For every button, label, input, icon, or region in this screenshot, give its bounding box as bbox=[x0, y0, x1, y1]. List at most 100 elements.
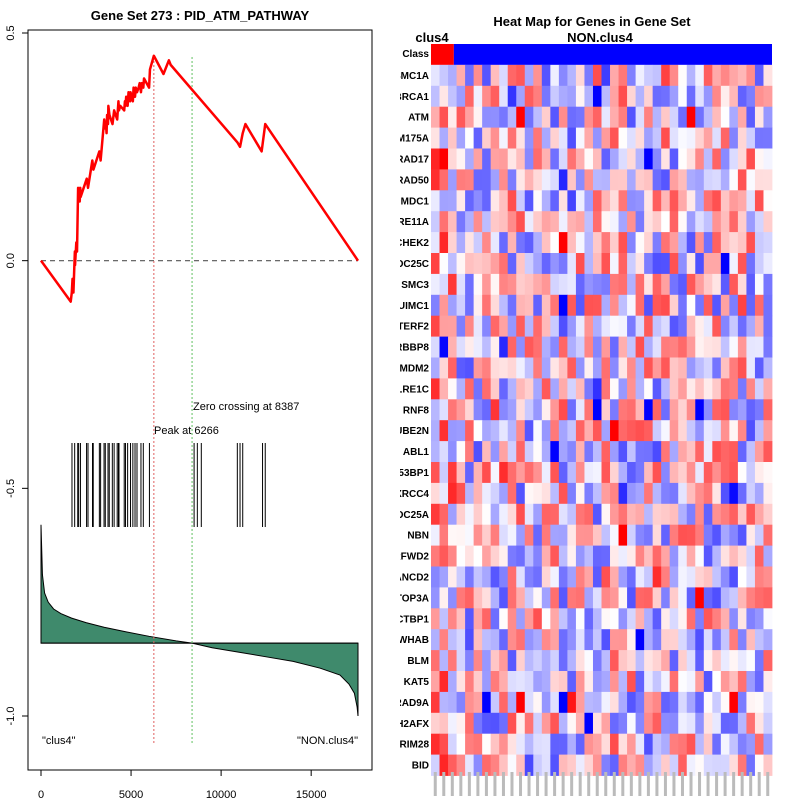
heatmap-cell bbox=[448, 733, 457, 755]
heatmap-cell bbox=[575, 148, 585, 170]
heatmap-cell bbox=[703, 441, 713, 463]
heatmap-cell bbox=[678, 336, 688, 358]
heatmap-cell bbox=[746, 566, 756, 588]
heatmap-cell bbox=[584, 671, 594, 693]
heatmap-cell bbox=[627, 294, 636, 317]
heatmap-cell bbox=[635, 336, 645, 358]
sample-tick bbox=[672, 772, 676, 796]
heatmap-cell bbox=[627, 169, 636, 191]
heatmap-cell bbox=[516, 608, 526, 630]
heatmap-cell bbox=[635, 273, 645, 296]
heatmap-cell bbox=[669, 64, 679, 87]
heatmap-cell bbox=[499, 315, 509, 337]
heatmap-cell bbox=[448, 462, 457, 484]
heatmap-cell bbox=[627, 733, 636, 755]
heatmap-cell bbox=[720, 378, 730, 400]
heatmap-cell bbox=[584, 232, 594, 254]
heatmap-cell bbox=[737, 503, 747, 526]
heatmap-cell bbox=[610, 441, 619, 463]
heatmap-cell bbox=[439, 712, 449, 735]
heatmap-cell bbox=[490, 64, 500, 87]
heatmap-cell bbox=[746, 441, 756, 463]
heatmap-cell bbox=[737, 148, 747, 170]
heatmap-cell bbox=[541, 378, 551, 400]
heatmap-cell bbox=[499, 462, 509, 484]
heatmap-cell bbox=[669, 420, 679, 442]
heatmap-cell bbox=[610, 315, 619, 337]
heatmap-cell bbox=[524, 232, 534, 254]
heatmap-cell bbox=[575, 754, 585, 776]
heatmap-cell bbox=[592, 315, 602, 337]
heatmap-cell bbox=[712, 127, 722, 149]
heatmap-cell bbox=[720, 253, 730, 275]
heatmap-cell bbox=[627, 629, 636, 651]
heatmap-cell bbox=[431, 566, 440, 588]
heatmap-cell bbox=[661, 85, 671, 108]
heatmap-cell bbox=[592, 106, 602, 128]
heatmap-cell bbox=[567, 232, 577, 254]
heatmap-cell bbox=[465, 441, 475, 463]
heatmap-cell bbox=[686, 712, 696, 735]
sample-tick bbox=[433, 772, 437, 796]
heatmap-cell bbox=[601, 253, 611, 275]
heatmap-cell bbox=[516, 545, 526, 567]
heatmap-cell bbox=[763, 545, 773, 567]
enrichment-plot: Gene Set 273 : PID_ATM_PATHWAY 0 5000 1000… bbox=[5, 8, 373, 800]
gene-label: TERF2 bbox=[400, 322, 429, 333]
heatmap-cell bbox=[644, 190, 654, 212]
heatmap-cell bbox=[516, 482, 526, 505]
heatmap-cell bbox=[541, 462, 551, 484]
heatmap-cell bbox=[584, 754, 594, 776]
heatmap-cell bbox=[686, 754, 696, 776]
heatmap-cell bbox=[533, 399, 543, 421]
heatmap-cell bbox=[456, 587, 466, 609]
heatmap-cell bbox=[729, 64, 739, 87]
heatmap-cell bbox=[669, 211, 679, 233]
heatmap-cell bbox=[524, 545, 534, 567]
heatmap-cell bbox=[712, 587, 722, 609]
heatmap-cell bbox=[439, 629, 449, 651]
heatmap-cell bbox=[482, 462, 492, 484]
heatmap-cell bbox=[669, 524, 679, 546]
heatmap-cell bbox=[558, 733, 568, 755]
heatmap-cell bbox=[712, 336, 722, 358]
heatmap-cell bbox=[575, 650, 585, 672]
heatmap-cell bbox=[550, 315, 560, 337]
heatmap-cell bbox=[533, 232, 543, 254]
heatmap-cell bbox=[644, 294, 654, 317]
phenotype-left-label: "clus4" bbox=[42, 735, 76, 747]
heatmap-cell bbox=[439, 357, 449, 379]
heatmap-cell bbox=[524, 754, 534, 776]
heatmap-cell bbox=[729, 127, 739, 149]
heatmap-cell bbox=[703, 211, 713, 233]
heatmap-cell bbox=[575, 420, 585, 442]
sample-tick bbox=[536, 772, 540, 796]
heatmap-cell bbox=[541, 608, 551, 630]
heatmap-cell bbox=[652, 462, 662, 484]
heatmap-cell bbox=[601, 85, 611, 108]
heatmap-cell bbox=[524, 691, 534, 714]
heatmap-cell bbox=[507, 64, 517, 87]
heatmap-cell bbox=[720, 357, 730, 379]
heatmap-cell bbox=[737, 378, 747, 400]
heatmap-cell bbox=[610, 733, 619, 755]
heatmap-cell bbox=[473, 169, 483, 191]
x-tick-label: 10000 bbox=[206, 789, 237, 800]
heatmap-cell bbox=[652, 106, 662, 128]
heatmap-cell bbox=[558, 399, 568, 421]
heatmap-cell bbox=[746, 336, 756, 358]
heatmap-cell bbox=[431, 315, 440, 337]
heatmap-cell bbox=[652, 650, 662, 672]
heatmap-cell bbox=[695, 691, 705, 714]
heatmap-cell bbox=[720, 754, 730, 776]
heatmap-cell bbox=[567, 712, 577, 735]
heatmap-cell bbox=[746, 608, 756, 630]
gene-label: RFWD2 bbox=[400, 552, 429, 563]
heatmap-cell bbox=[618, 148, 628, 170]
heatmap-cell bbox=[465, 399, 475, 421]
heatmap-cell bbox=[678, 190, 688, 212]
heatmap-cell bbox=[431, 482, 440, 505]
heatmap-cell bbox=[541, 754, 551, 776]
heatmap-cell bbox=[644, 64, 654, 87]
gene-label: KAT5 bbox=[404, 677, 430, 688]
